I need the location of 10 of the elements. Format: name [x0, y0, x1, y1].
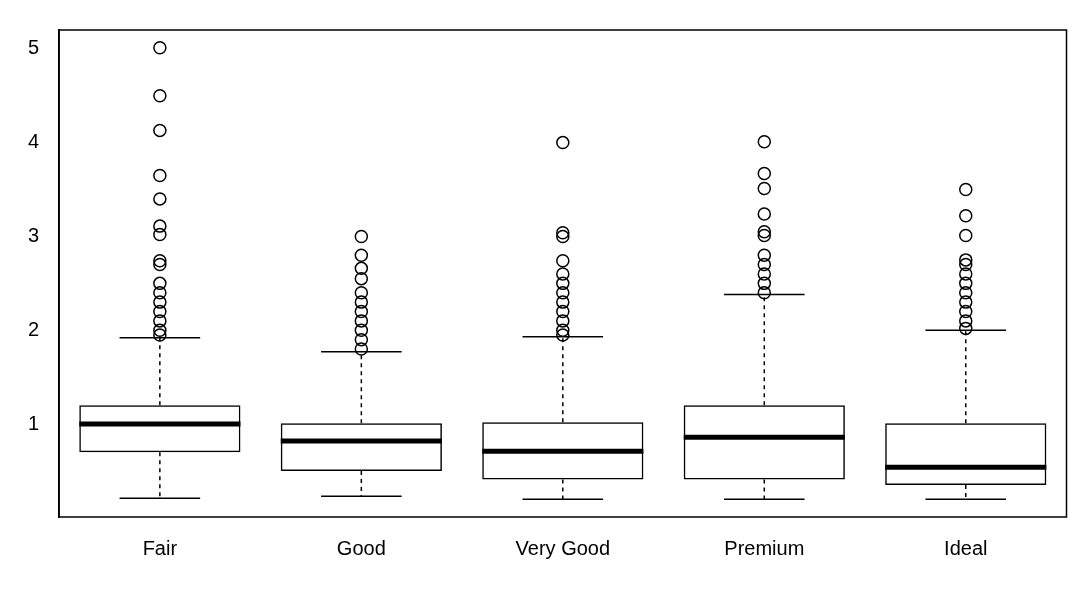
x-tick-label: Ideal [944, 536, 988, 559]
x-tick-label: Very Good [515, 536, 611, 559]
x-tick-label: Premium [724, 536, 805, 559]
y-tick-label: 5 [28, 36, 40, 59]
y-tick-label: 4 [28, 130, 40, 153]
y-tick-label: 3 [28, 223, 40, 246]
x-tick-label: Good [336, 536, 386, 559]
y-tick-label: 1 [28, 411, 40, 434]
y-tick-label: 2 [28, 317, 40, 340]
x-tick-label: Fair [142, 536, 178, 559]
